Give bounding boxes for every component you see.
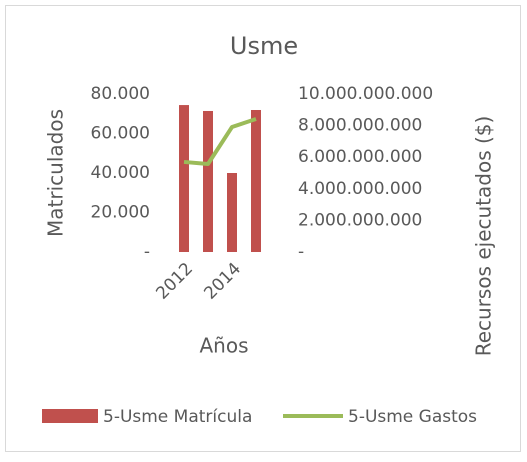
bar — [251, 109, 261, 252]
y2-tick-label: 6.000.000.000 — [298, 147, 422, 167]
legend-swatch — [42, 409, 98, 423]
line — [183, 117, 257, 166]
y-tick-label: 40.000 — [91, 163, 150, 183]
y-axis-title: Matriculados — [44, 109, 68, 237]
y2-axis-title: Recursos ejecutados ($) — [472, 116, 496, 357]
y2-tick-label: 4.000.000.000 — [298, 179, 422, 199]
legend-label: 5-Usme Matrícula — [103, 407, 252, 427]
chart-title: Usme — [230, 32, 298, 60]
bar — [179, 105, 189, 252]
legend-label: 5-Usme Gastos — [348, 407, 477, 427]
x-axis-title: Años — [199, 334, 248, 358]
y2-tick-label: 2.000.000.000 — [298, 210, 422, 230]
chart-border — [5, 5, 521, 452]
y2-tick-label: 10.000.000.000 — [298, 84, 433, 104]
y-tick-label: 20.000 — [91, 203, 150, 223]
y2-tick-label: 8.000.000.000 — [298, 116, 422, 136]
bar — [203, 110, 213, 252]
y-tick-label: - — [144, 242, 150, 262]
bar — [227, 173, 237, 252]
y-tick-label: 80.000 — [91, 84, 150, 104]
y2-tick-label: - — [298, 242, 304, 262]
y-tick-label: 60.000 — [91, 124, 150, 144]
